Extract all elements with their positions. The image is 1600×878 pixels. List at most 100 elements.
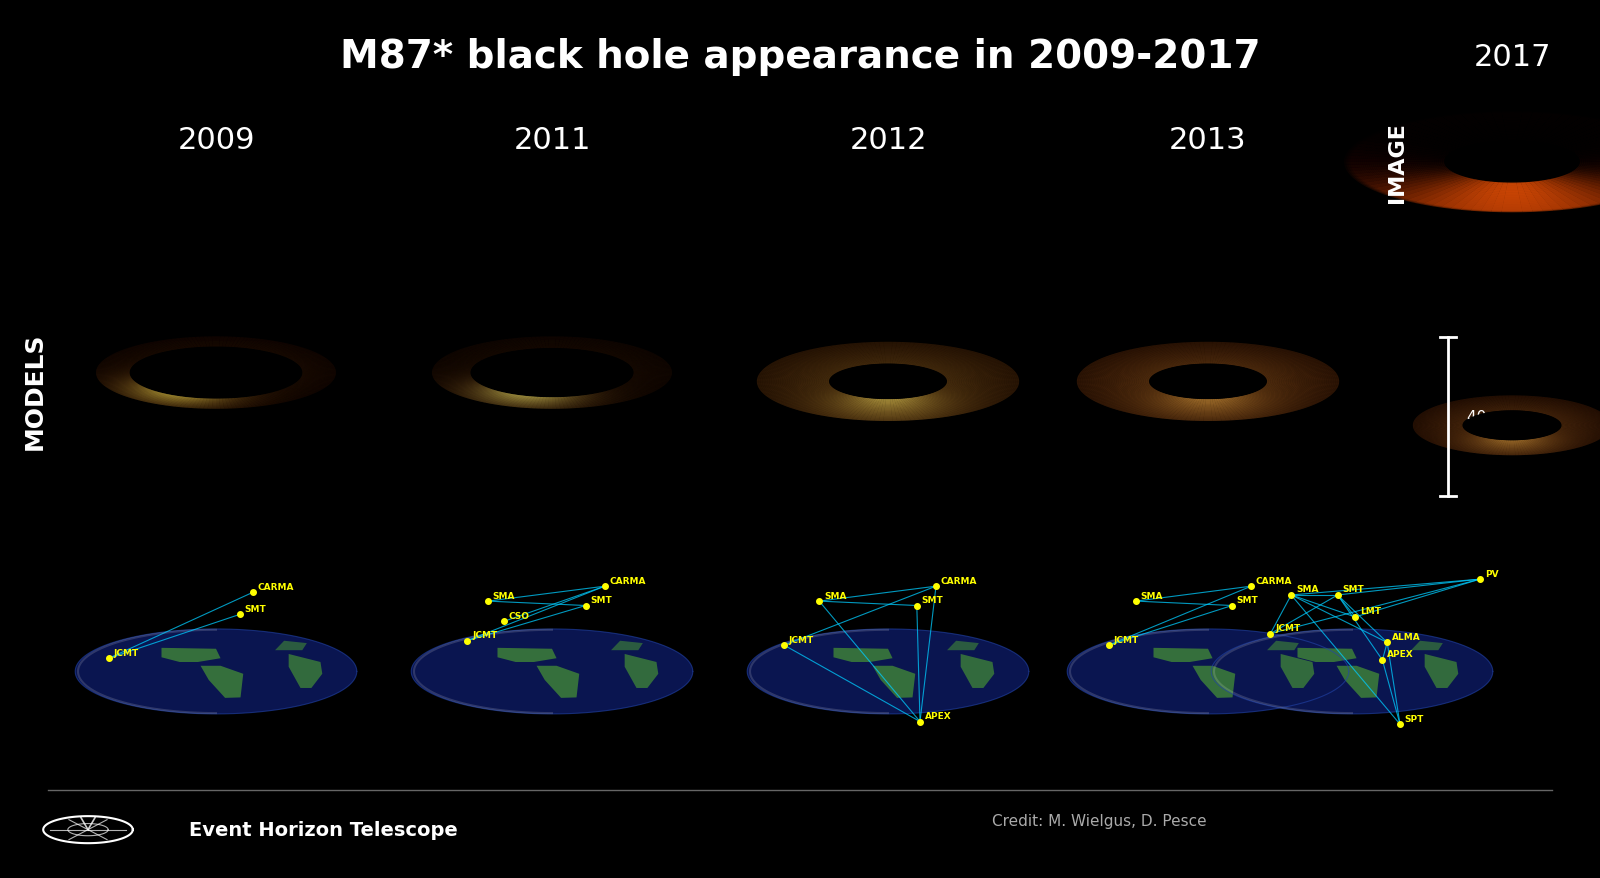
Polygon shape	[1594, 420, 1595, 421]
Polygon shape	[1501, 146, 1506, 147]
Polygon shape	[1150, 402, 1154, 403]
Polygon shape	[837, 353, 842, 354]
Polygon shape	[122, 391, 125, 392]
Polygon shape	[278, 342, 283, 343]
Polygon shape	[1099, 383, 1101, 385]
Polygon shape	[475, 363, 477, 364]
Polygon shape	[637, 393, 640, 395]
Polygon shape	[822, 370, 826, 371]
Polygon shape	[773, 388, 776, 389]
Polygon shape	[1110, 358, 1115, 359]
Polygon shape	[1083, 369, 1086, 370]
Polygon shape	[1435, 430, 1437, 431]
Polygon shape	[923, 344, 928, 345]
Polygon shape	[1571, 166, 1576, 168]
Polygon shape	[1254, 396, 1258, 397]
Polygon shape	[1094, 372, 1098, 373]
Polygon shape	[469, 363, 470, 364]
Polygon shape	[947, 357, 950, 358]
Polygon shape	[816, 404, 819, 406]
Polygon shape	[797, 396, 800, 398]
Polygon shape	[1427, 120, 1438, 124]
Polygon shape	[1264, 352, 1269, 353]
Polygon shape	[304, 357, 306, 359]
Polygon shape	[1480, 141, 1485, 143]
Polygon shape	[1426, 155, 1430, 158]
Polygon shape	[810, 412, 814, 413]
Polygon shape	[986, 356, 990, 358]
Polygon shape	[296, 363, 298, 364]
Polygon shape	[1533, 141, 1539, 143]
Polygon shape	[1477, 184, 1483, 186]
Polygon shape	[1394, 191, 1406, 194]
Polygon shape	[1296, 361, 1299, 363]
Polygon shape	[1141, 394, 1144, 395]
Polygon shape	[787, 384, 790, 385]
Polygon shape	[128, 379, 130, 381]
Polygon shape	[958, 376, 962, 377]
Polygon shape	[1550, 115, 1563, 118]
Polygon shape	[1416, 428, 1418, 430]
Polygon shape	[1557, 170, 1562, 171]
Polygon shape	[632, 382, 634, 383]
Polygon shape	[1586, 140, 1595, 143]
Polygon shape	[117, 386, 120, 387]
Polygon shape	[662, 384, 664, 385]
Polygon shape	[1117, 392, 1120, 394]
Polygon shape	[1574, 179, 1581, 181]
Polygon shape	[1440, 166, 1445, 168]
Polygon shape	[1306, 381, 1307, 382]
Polygon shape	[144, 347, 147, 348]
Polygon shape	[838, 410, 842, 411]
Polygon shape	[485, 393, 488, 394]
Polygon shape	[1120, 383, 1122, 384]
Polygon shape	[1475, 139, 1482, 140]
Polygon shape	[125, 361, 126, 362]
Polygon shape	[122, 381, 123, 382]
Polygon shape	[774, 379, 778, 381]
Polygon shape	[642, 382, 645, 383]
Polygon shape	[1010, 370, 1013, 371]
Polygon shape	[842, 413, 846, 414]
Polygon shape	[1542, 149, 1547, 150]
Polygon shape	[469, 349, 472, 351]
Polygon shape	[1262, 351, 1266, 352]
Polygon shape	[1310, 378, 1312, 380]
Polygon shape	[1331, 392, 1334, 394]
Polygon shape	[1456, 131, 1466, 133]
Polygon shape	[1446, 438, 1448, 439]
Polygon shape	[632, 365, 634, 366]
Polygon shape	[1139, 350, 1144, 351]
Polygon shape	[979, 387, 982, 388]
Polygon shape	[1317, 366, 1320, 367]
Polygon shape	[117, 382, 118, 383]
Polygon shape	[1584, 409, 1586, 410]
Polygon shape	[1435, 412, 1438, 413]
Polygon shape	[1259, 362, 1262, 363]
Polygon shape	[1576, 126, 1586, 129]
Polygon shape	[310, 381, 312, 383]
Polygon shape	[966, 412, 971, 413]
Polygon shape	[984, 398, 987, 399]
Polygon shape	[1269, 403, 1274, 404]
Polygon shape	[1432, 171, 1438, 174]
Polygon shape	[1582, 440, 1586, 441]
Polygon shape	[1310, 368, 1314, 370]
Polygon shape	[130, 380, 131, 382]
Polygon shape	[1440, 435, 1442, 436]
Polygon shape	[1488, 133, 1494, 135]
Polygon shape	[1494, 173, 1498, 174]
Polygon shape	[1482, 208, 1493, 212]
Polygon shape	[1462, 163, 1464, 164]
Polygon shape	[1134, 350, 1139, 352]
Polygon shape	[146, 347, 149, 349]
Polygon shape	[312, 364, 314, 366]
Polygon shape	[1395, 147, 1403, 149]
Polygon shape	[469, 367, 470, 368]
Polygon shape	[651, 363, 653, 364]
Polygon shape	[125, 393, 128, 394]
Polygon shape	[966, 409, 971, 411]
Polygon shape	[797, 394, 800, 395]
Polygon shape	[830, 368, 834, 369]
Polygon shape	[136, 392, 138, 393]
